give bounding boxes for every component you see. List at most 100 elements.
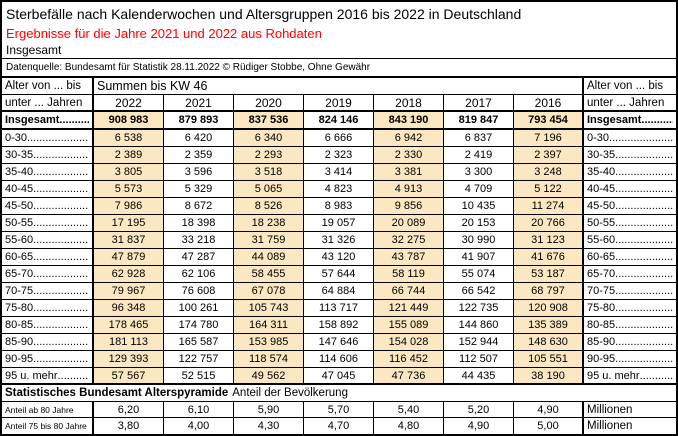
value-cell: 158 892 bbox=[304, 317, 374, 334]
share-value-cell: 4,00 bbox=[164, 418, 234, 434]
value-cell: 155 089 bbox=[374, 317, 444, 334]
year-header: 2022 bbox=[94, 95, 164, 112]
value-cell: 3 805 bbox=[94, 164, 164, 181]
row-label-right: 85-90 bbox=[584, 334, 676, 351]
value-cell: 47 287 bbox=[164, 249, 234, 266]
row-label-right: 95 u. mehr bbox=[584, 368, 676, 385]
value-cell: 57 567 bbox=[94, 368, 164, 385]
value-cell: 44 089 bbox=[234, 249, 304, 266]
share-row-label: Anteil 75 bis 80 Jahre bbox=[2, 418, 94, 434]
total-value-cell: 824 146 bbox=[304, 112, 374, 130]
year-header: 2021 bbox=[164, 95, 234, 112]
row-label: 85-90 bbox=[2, 334, 94, 351]
row-label-right: 80-85 bbox=[584, 317, 676, 334]
row-label: 0-30 bbox=[2, 130, 94, 147]
value-cell: 79 967 bbox=[94, 283, 164, 300]
value-cell: 38 190 bbox=[514, 368, 584, 385]
value-cell: 58 119 bbox=[374, 266, 444, 283]
value-cell: 8 983 bbox=[304, 198, 374, 215]
section-header-regular: Anteil der Bevölkerung bbox=[232, 387, 348, 399]
year-header: 2020 bbox=[234, 95, 304, 112]
row-label-total: Insgesamt bbox=[2, 112, 94, 130]
row-label: 80-85 bbox=[2, 317, 94, 334]
value-cell: 2 293 bbox=[234, 147, 304, 164]
section-header-bold: Statistisches Bundesamt Alterspyramide bbox=[5, 387, 229, 399]
source-note: Datenquelle: Bundesamt für Statistik 28.… bbox=[6, 62, 371, 73]
value-cell: 4 709 bbox=[444, 181, 514, 198]
value-cell: 7 986 bbox=[94, 198, 164, 215]
year-header: 2017 bbox=[444, 95, 514, 112]
share-value-cell: 4,70 bbox=[304, 418, 374, 434]
value-cell: 8 672 bbox=[164, 198, 234, 215]
row-label: 65-70 bbox=[2, 266, 94, 283]
value-cell: 5 573 bbox=[94, 181, 164, 198]
scope-label: Insgesamt bbox=[2, 43, 676, 59]
value-cell: 105 743 bbox=[234, 300, 304, 317]
share-value-cell: 5,70 bbox=[304, 402, 374, 418]
share-value-cell: 4,90 bbox=[444, 418, 514, 434]
value-cell: 62 928 bbox=[94, 266, 164, 283]
subtitle-red: Ergebnisse für die Jahre 2021 und 2022 a… bbox=[6, 26, 322, 41]
value-cell: 144 860 bbox=[444, 317, 514, 334]
value-cell: 33 218 bbox=[164, 232, 234, 249]
value-cell: 20 766 bbox=[514, 215, 584, 232]
title-block: Sterbefälle nach Kalenderwochen und Alte… bbox=[2, 2, 676, 76]
value-cell: 5 122 bbox=[514, 181, 584, 198]
value-cell: 2 389 bbox=[94, 147, 164, 164]
value-cell: 152 944 bbox=[444, 334, 514, 351]
value-cell: 6 538 bbox=[94, 130, 164, 147]
value-cell: 66 542 bbox=[444, 283, 514, 300]
share-row-label: Anteil ab 80 Jahre bbox=[2, 402, 94, 418]
row-label: 50-55 bbox=[2, 215, 94, 232]
value-cell: 165 587 bbox=[164, 334, 234, 351]
value-cell: 31 326 bbox=[304, 232, 374, 249]
value-cell: 3 248 bbox=[514, 164, 584, 181]
value-cell: 135 389 bbox=[514, 317, 584, 334]
row-label: 70-75 bbox=[2, 283, 94, 300]
value-cell: 17 195 bbox=[94, 215, 164, 232]
share-value-cell: 5,00 bbox=[514, 418, 584, 434]
value-cell: 57 644 bbox=[304, 266, 374, 283]
value-cell: 3 381 bbox=[374, 164, 444, 181]
share-value-cell: 5,20 bbox=[444, 402, 514, 418]
value-cell: 52 515 bbox=[164, 368, 234, 385]
value-cell: 3 596 bbox=[164, 164, 234, 181]
value-cell: 31 123 bbox=[514, 232, 584, 249]
value-cell: 68 797 bbox=[514, 283, 584, 300]
corner-bottom-left: unter ... Jahren bbox=[2, 95, 94, 112]
year-header: 2016 bbox=[514, 95, 584, 112]
value-cell: 19 057 bbox=[304, 215, 374, 232]
value-cell: 100 261 bbox=[164, 300, 234, 317]
data-grid: Alter von ... bis Summen bis KW 46 Alter v… bbox=[2, 76, 676, 434]
value-cell: 3 518 bbox=[234, 164, 304, 181]
row-label: 30-35 bbox=[2, 147, 94, 164]
share-value-cell: 5,40 bbox=[374, 402, 444, 418]
value-cell: 2 397 bbox=[514, 147, 584, 164]
value-cell: 11 274 bbox=[514, 198, 584, 215]
row-label: 45-50 bbox=[2, 198, 94, 215]
value-cell: 129 393 bbox=[94, 351, 164, 368]
value-cell: 47 879 bbox=[94, 249, 164, 266]
row-label-right: 35-40 bbox=[584, 164, 676, 181]
value-cell: 66 744 bbox=[374, 283, 444, 300]
corner-top-right: Alter von ... bis bbox=[584, 78, 676, 95]
row-label-right: 45-50 bbox=[584, 198, 676, 215]
row-label: 75-80 bbox=[2, 300, 94, 317]
corner-top-left: Alter von ... bis bbox=[2, 78, 94, 95]
total-value-cell: 793 454 bbox=[514, 112, 584, 130]
row-label-total-right: Insgesamt bbox=[584, 112, 676, 130]
share-value-cell: 6,10 bbox=[164, 402, 234, 418]
value-cell: 41 907 bbox=[444, 249, 514, 266]
year-header: 2018 bbox=[374, 95, 444, 112]
total-value-cell: 837 536 bbox=[234, 112, 304, 130]
value-cell: 6 837 bbox=[444, 130, 514, 147]
row-label: 55-60 bbox=[2, 232, 94, 249]
section-header: Statistisches Bundesamt Alterspyramide An… bbox=[2, 385, 676, 402]
value-cell: 2 330 bbox=[374, 147, 444, 164]
row-label: 60-65 bbox=[2, 249, 94, 266]
total-value-cell: 843 190 bbox=[374, 112, 444, 130]
value-cell: 178 465 bbox=[94, 317, 164, 334]
value-cell: 6 340 bbox=[234, 130, 304, 147]
value-cell: 181 113 bbox=[94, 334, 164, 351]
